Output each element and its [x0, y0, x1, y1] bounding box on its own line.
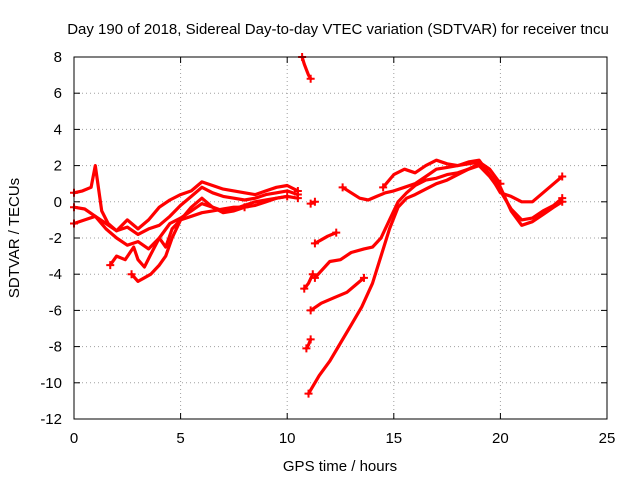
- y-tick-label: 4: [54, 121, 62, 138]
- series-arc-14: [341, 160, 502, 202]
- series-arc-11: [309, 276, 366, 312]
- series-marker: [127, 270, 136, 279]
- series-arc-2: [72, 185, 300, 236]
- x-tick-label: 15: [385, 430, 402, 447]
- series-arc-10: [313, 231, 338, 245]
- y-tick-label: 2: [54, 158, 62, 175]
- chart-title: Day 190 of 2018, Sidereal Day-to-day VTE…: [67, 21, 609, 38]
- series-marker: [293, 194, 302, 203]
- series-arc-13: [313, 164, 564, 280]
- series-marker: [379, 183, 388, 192]
- series-marker: [283, 192, 292, 201]
- series-marker: [240, 203, 249, 212]
- series-arc-1: [72, 164, 300, 233]
- y-tick-label: -6: [49, 302, 62, 319]
- series-marker: [310, 197, 319, 206]
- y-tick-label: -2: [49, 230, 62, 247]
- series-marker: [558, 194, 567, 203]
- y-tick-label: 0: [54, 194, 62, 211]
- series-marker: [106, 261, 115, 270]
- series-marker: [306, 306, 315, 315]
- series-marker: [332, 228, 341, 237]
- x-tick-label: 5: [176, 430, 184, 447]
- series-marker: [558, 172, 567, 181]
- x-tick-label: 25: [599, 430, 616, 447]
- series-arc-6: [300, 55, 313, 81]
- series-marker: [300, 284, 309, 293]
- x-tick-label: 0: [70, 430, 78, 447]
- series-marker: [304, 389, 313, 398]
- x-tick-label: 20: [492, 430, 509, 447]
- series-marker: [338, 183, 347, 192]
- series-marker: [302, 344, 311, 353]
- series-arc-15: [381, 158, 564, 204]
- series-marker: [306, 199, 315, 208]
- series-marker: [496, 179, 505, 188]
- y-tick-label: -8: [49, 339, 62, 356]
- series-marker: [310, 239, 319, 248]
- axis-ticks: 0 5 10 15 20 25 -12 -10 -8 -6 -4 -2 0 2 4 6 8: [40, 49, 615, 447]
- y-axis-label: SDTVAR / TECUs: [6, 178, 23, 298]
- x-tick-label: 10: [279, 430, 296, 447]
- series-marker: [310, 273, 319, 282]
- series-marker: [306, 74, 315, 83]
- plot-frame: [73, 56, 608, 420]
- series-arc-12: [306, 162, 564, 396]
- y-tick-label: -12: [40, 411, 62, 428]
- y-tick-label: -10: [40, 375, 62, 392]
- y-tick-label: -4: [49, 266, 62, 283]
- data-series: [70, 53, 567, 398]
- series-arc-5: [130, 196, 247, 283]
- y-tick-label: 8: [54, 49, 62, 66]
- series-marker: [306, 335, 315, 344]
- y-tick-label: 6: [54, 85, 62, 102]
- series-marker: [359, 273, 368, 282]
- gridlines: [74, 57, 607, 419]
- x-axis-label: GPS time / hours: [283, 458, 397, 475]
- series-arc-7: [302, 272, 315, 291]
